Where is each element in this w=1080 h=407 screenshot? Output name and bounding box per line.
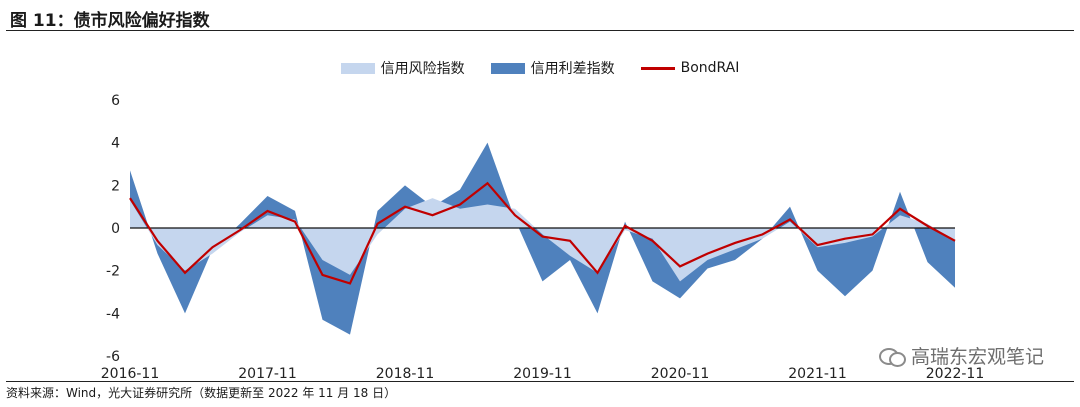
legend-label: 信用风险指数 xyxy=(380,61,465,77)
watermark: 高瑞东宏观笔记 xyxy=(878,342,1044,369)
legend-swatch-dark xyxy=(490,62,525,74)
legend-label: 信用利差指数 xyxy=(530,61,615,77)
legend-item-bondrai: BondRAI xyxy=(640,60,740,76)
legend-swatch-line xyxy=(640,66,675,70)
x-tick-label: 2018-11 xyxy=(376,366,435,382)
wechat-icon xyxy=(878,346,906,367)
series-area-credit-spread xyxy=(130,142,955,335)
legend-swatch-light xyxy=(340,62,375,74)
source-rule xyxy=(6,381,1074,382)
legend-label: BondRAI xyxy=(680,60,740,76)
y-tick-label: 2 xyxy=(111,178,120,194)
x-tick-label: 2016-11 xyxy=(101,366,160,382)
watermark-text: 高瑞东宏观笔记 xyxy=(910,346,1044,368)
chart-legend: 信用风险指数 信用利差指数 BondRAI xyxy=(0,58,1080,78)
x-tick-label: 2020-11 xyxy=(651,366,710,382)
series-area-credit-risk xyxy=(130,198,955,282)
x-tick-label: 2022-11 xyxy=(926,366,985,382)
legend-item-credit-risk: 信用风险指数 xyxy=(340,58,465,78)
title-rule xyxy=(6,30,1074,31)
y-tick-label: -2 xyxy=(106,264,120,280)
x-tick-label: 2017-11 xyxy=(238,366,297,382)
x-tick-label: 2019-11 xyxy=(513,366,572,382)
series-line-bondrai xyxy=(129,181,956,285)
y-tick-label: -4 xyxy=(106,306,120,322)
y-tick-label: 4 xyxy=(111,136,120,152)
y-tick-label: 6 xyxy=(111,93,120,109)
source-note: 资料来源：Wind，光大证券研究所（数据更新至 2022 年 11 月 18 日… xyxy=(6,386,397,400)
y-tick-label: 0 xyxy=(111,221,120,237)
legend-item-credit-spread: 信用利差指数 xyxy=(490,58,615,78)
y-tick-label: -6 xyxy=(106,349,120,365)
x-tick-label: 2021-11 xyxy=(788,366,847,382)
figure-title: 图 11：债市风险偏好指数 xyxy=(10,11,210,31)
